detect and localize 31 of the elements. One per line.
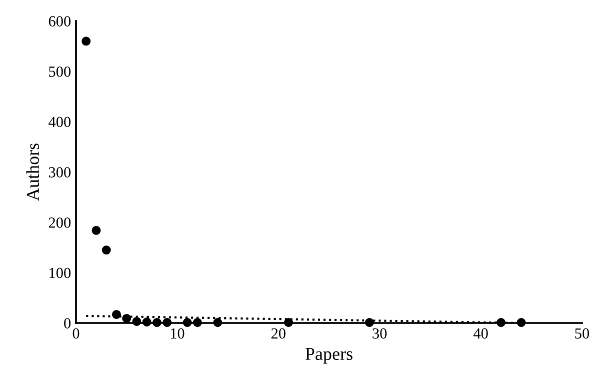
y-tick-label: 200 xyxy=(48,217,71,228)
point xyxy=(192,318,202,327)
point xyxy=(142,317,152,326)
y-tick-label: 0 xyxy=(64,318,71,328)
x-tick-label: 10 xyxy=(170,328,184,339)
point xyxy=(213,318,222,327)
y-tick-label: 300 xyxy=(48,167,71,178)
x-axis-title: Papers xyxy=(305,348,352,364)
y-tick-label: 100 xyxy=(50,268,71,278)
point xyxy=(102,246,111,255)
point xyxy=(82,36,91,46)
point xyxy=(112,310,121,319)
point xyxy=(162,318,172,327)
x-tick-label: 30 xyxy=(372,328,387,339)
point xyxy=(496,318,506,327)
point xyxy=(364,318,374,327)
point xyxy=(92,226,101,235)
point xyxy=(516,318,526,327)
x-tick-label: 40 xyxy=(473,328,488,339)
y-tick-label: 400 xyxy=(48,116,71,128)
x-tick-label: 20 xyxy=(271,328,286,339)
y-tick-label: 500 xyxy=(49,66,71,77)
x-tick-label: 0 xyxy=(72,328,80,339)
y-axis-title: Authors xyxy=(26,144,39,201)
point xyxy=(122,314,132,323)
point xyxy=(182,318,192,327)
point xyxy=(132,316,142,326)
y-tick-label: 600 xyxy=(48,16,71,26)
point xyxy=(152,318,162,327)
point xyxy=(284,318,294,327)
x-tick-label: 50 xyxy=(575,328,590,339)
